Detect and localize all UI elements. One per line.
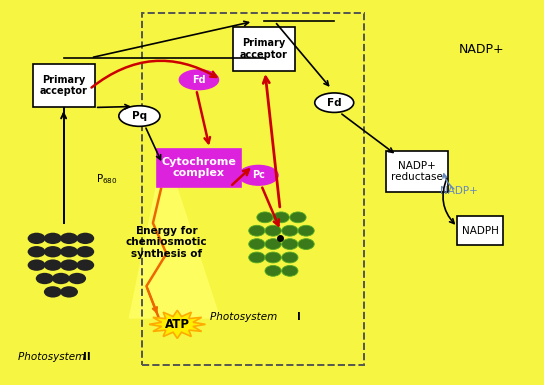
Text: II: II: [83, 352, 90, 362]
Ellipse shape: [44, 246, 61, 258]
Text: NADPH: NADPH: [462, 226, 499, 236]
Ellipse shape: [44, 259, 61, 271]
Polygon shape: [128, 187, 220, 319]
Text: NADP+
reductase: NADP+ reductase: [391, 161, 443, 182]
FancyBboxPatch shape: [33, 64, 95, 107]
Text: Photosystem: Photosystem: [17, 352, 88, 362]
Text: Cytochrome
complex: Cytochrome complex: [162, 157, 237, 179]
Ellipse shape: [239, 166, 278, 185]
Text: Pc: Pc: [252, 170, 265, 180]
FancyBboxPatch shape: [157, 149, 241, 187]
Ellipse shape: [249, 239, 265, 249]
Ellipse shape: [282, 225, 298, 236]
Ellipse shape: [76, 233, 94, 244]
Ellipse shape: [265, 225, 281, 236]
Ellipse shape: [273, 212, 289, 223]
Ellipse shape: [44, 286, 61, 298]
Text: I: I: [297, 312, 301, 322]
Ellipse shape: [52, 273, 70, 284]
Ellipse shape: [76, 246, 94, 258]
Ellipse shape: [298, 225, 314, 236]
Text: Pq: Pq: [132, 111, 147, 121]
Ellipse shape: [249, 252, 265, 263]
FancyBboxPatch shape: [233, 27, 295, 71]
Text: Energy for
chemiosmotic
synthesis of: Energy for chemiosmotic synthesis of: [126, 226, 207, 259]
Polygon shape: [149, 310, 206, 338]
Ellipse shape: [44, 233, 61, 244]
Ellipse shape: [180, 70, 219, 89]
Ellipse shape: [315, 93, 354, 112]
Ellipse shape: [60, 286, 78, 298]
Text: NADP+: NADP+: [440, 186, 478, 196]
Ellipse shape: [60, 233, 78, 244]
Ellipse shape: [119, 106, 160, 126]
FancyBboxPatch shape: [386, 151, 448, 192]
Ellipse shape: [60, 259, 78, 271]
Ellipse shape: [282, 252, 298, 263]
Text: Photosystem: Photosystem: [209, 312, 280, 322]
Text: NADP+: NADP+: [459, 43, 504, 56]
Ellipse shape: [298, 239, 314, 249]
Ellipse shape: [282, 265, 298, 276]
Ellipse shape: [282, 239, 298, 249]
FancyBboxPatch shape: [458, 216, 503, 245]
Ellipse shape: [28, 233, 46, 244]
Ellipse shape: [76, 259, 94, 271]
Ellipse shape: [265, 252, 281, 263]
Ellipse shape: [265, 239, 281, 249]
Ellipse shape: [290, 212, 306, 223]
Ellipse shape: [257, 212, 273, 223]
Text: Fd: Fd: [192, 75, 206, 85]
Ellipse shape: [28, 259, 46, 271]
Ellipse shape: [36, 273, 54, 284]
Ellipse shape: [60, 246, 78, 258]
Text: Primary
acceptor: Primary acceptor: [40, 75, 88, 96]
Text: Fd: Fd: [327, 98, 342, 108]
Text: Primary
acceptor: Primary acceptor: [240, 38, 288, 60]
Ellipse shape: [28, 246, 46, 258]
Ellipse shape: [265, 265, 281, 276]
Ellipse shape: [68, 273, 86, 284]
Ellipse shape: [249, 225, 265, 236]
Text: P$_{680}$: P$_{680}$: [96, 172, 118, 186]
Text: ATP: ATP: [165, 318, 190, 331]
